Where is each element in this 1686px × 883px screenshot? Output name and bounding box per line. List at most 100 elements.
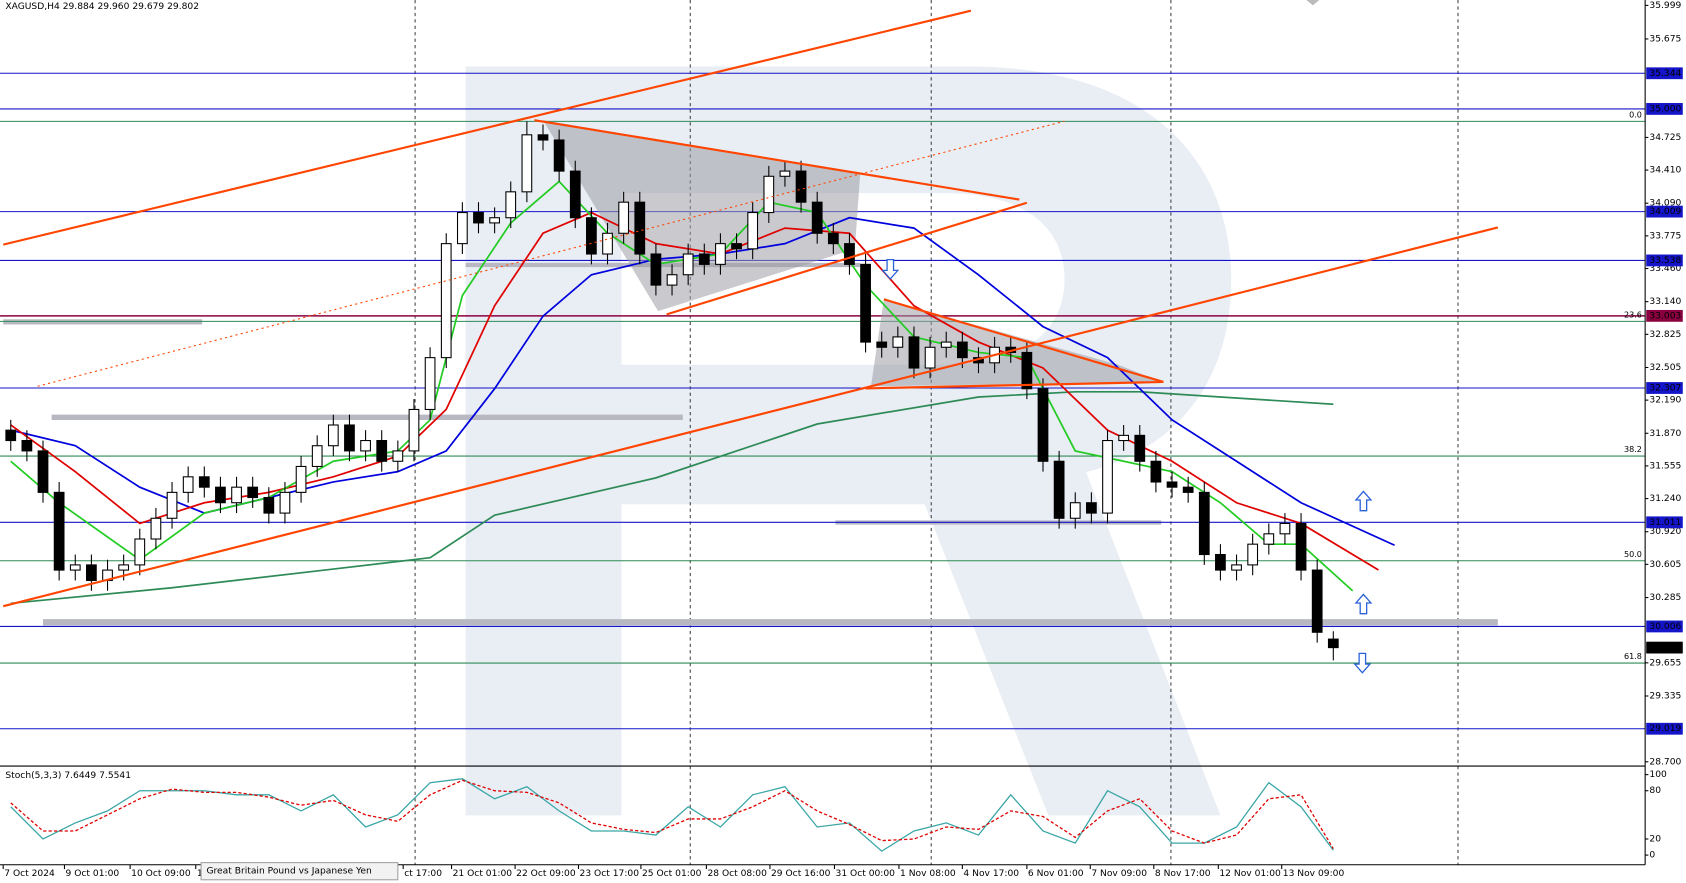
stoch-tick-label: 0 bbox=[1649, 851, 1655, 861]
trend-lines bbox=[2, 9, 1499, 608]
watermark bbox=[465, 66, 1232, 816]
candle-body bbox=[731, 243, 742, 250]
stoch-tick-label: 80 bbox=[1649, 786, 1661, 796]
candle-body bbox=[69, 564, 81, 571]
candle-body bbox=[392, 450, 404, 462]
x-tick-label: 7 Oct 2024 bbox=[4, 869, 55, 879]
candle-body bbox=[1198, 491, 1210, 556]
y-tick-label: 35.999 bbox=[1649, 1, 1681, 11]
level-label-box bbox=[1646, 67, 1683, 80]
candle-body bbox=[279, 491, 291, 514]
level-label: 32.307 bbox=[1649, 384, 1681, 394]
candle-body bbox=[247, 486, 259, 499]
y-tick-label: 35.675 bbox=[1649, 34, 1681, 44]
candle-body bbox=[473, 212, 484, 224]
chart-title: XAGUSD,H4 29.884 29.960 29.679 29.802 bbox=[5, 2, 199, 12]
candle-body bbox=[166, 491, 178, 519]
stoch-title: Stoch(5,3,3) 7.6449 7.5541 bbox=[5, 771, 131, 781]
y-tick-label: 32.825 bbox=[1649, 330, 1681, 340]
triangle-fill bbox=[870, 299, 1162, 387]
candle-body bbox=[779, 170, 791, 177]
y-tick-label: 34.410 bbox=[1649, 166, 1681, 176]
level-label: 29.019 bbox=[1649, 724, 1681, 734]
fib-label: 23.6 bbox=[1624, 310, 1642, 319]
y-tick-label: 29.335 bbox=[1649, 692, 1681, 702]
y-tick-label: 34.725 bbox=[1649, 133, 1681, 143]
x-tick-label: 1 Nov 08:00 bbox=[900, 869, 956, 879]
level-label-box bbox=[1646, 382, 1683, 394]
fib-label: 61.8 bbox=[1624, 652, 1642, 661]
y-tick-label: 32.190 bbox=[1649, 396, 1681, 406]
moving-average bbox=[10, 390, 1334, 605]
candle-body bbox=[263, 497, 275, 514]
x-tick-label: 1 bbox=[197, 869, 203, 879]
stoch-tick-label: 20 bbox=[1649, 835, 1661, 845]
candle-body bbox=[1311, 569, 1323, 633]
y-tick-label: 30.920 bbox=[1649, 527, 1681, 537]
candle-body bbox=[618, 201, 630, 234]
tooltip: Great Britain Pound vs Japanese Yen bbox=[200, 862, 399, 881]
y-tick-label: 29.655 bbox=[1649, 658, 1681, 668]
arrow-up bbox=[1354, 593, 1373, 615]
candle-body bbox=[553, 139, 565, 172]
x-tick-label: 8 Nov 17:00 bbox=[1155, 869, 1211, 879]
tooltip-box bbox=[200, 862, 399, 881]
x-tick-label: 28 Oct 08:00 bbox=[707, 869, 767, 879]
arrow-up bbox=[1354, 490, 1373, 512]
candle-body bbox=[1021, 351, 1033, 390]
candle-body bbox=[53, 491, 65, 571]
triangle-line bbox=[883, 298, 1164, 383]
candle-body bbox=[860, 263, 871, 343]
candle-body bbox=[5, 429, 17, 442]
candle-body bbox=[118, 564, 130, 571]
candle-body bbox=[456, 212, 468, 245]
triangle-fill bbox=[543, 120, 861, 312]
level-label: 33.003 bbox=[1649, 311, 1681, 321]
triangle-line bbox=[666, 201, 1028, 316]
candle-body bbox=[586, 217, 597, 255]
candle-body bbox=[1102, 440, 1113, 514]
triangle-line bbox=[865, 380, 1164, 390]
stoch-line bbox=[10, 778, 1334, 852]
candle-body bbox=[1053, 460, 1065, 519]
channel-line bbox=[2, 226, 1499, 608]
fib-label: 0.0 bbox=[1629, 110, 1642, 119]
level-label-box bbox=[1646, 620, 1683, 633]
candle-body bbox=[876, 341, 888, 348]
candle-body bbox=[827, 232, 839, 245]
x-tick-label: 4 Nov 17:00 bbox=[963, 869, 1019, 879]
candle-body bbox=[1279, 522, 1291, 535]
candle-body bbox=[440, 243, 452, 359]
y-tick-label: 33.140 bbox=[1649, 297, 1681, 307]
marker bbox=[1306, 0, 1320, 6]
fib-label: 38.2 bbox=[1624, 445, 1642, 454]
candle-body bbox=[844, 243, 855, 265]
patterns bbox=[543, 120, 1162, 387]
candle-body bbox=[182, 476, 194, 493]
candle-body bbox=[666, 274, 678, 286]
stoch-tick-label: 100 bbox=[1649, 770, 1667, 780]
candle-body bbox=[940, 341, 952, 348]
candle-body bbox=[650, 253, 662, 286]
arrow-down bbox=[1353, 652, 1372, 674]
level-label-box bbox=[1646, 103, 1683, 115]
candle-body bbox=[489, 217, 500, 224]
candle-body bbox=[634, 201, 646, 255]
x-tick-label: 7 Nov 09:00 bbox=[1091, 869, 1147, 879]
tooltip-text: Great Britain Pound vs Japanese Yen bbox=[206, 867, 371, 877]
candle-body bbox=[1263, 533, 1275, 545]
arrow-down bbox=[881, 258, 900, 280]
candle-body bbox=[1231, 564, 1242, 571]
candle-body bbox=[37, 450, 49, 493]
candle-body bbox=[424, 357, 436, 410]
candle-body bbox=[795, 170, 807, 203]
candle-body bbox=[908, 336, 920, 369]
candle-body bbox=[1086, 502, 1097, 514]
candle-body bbox=[747, 212, 759, 250]
stoch-line bbox=[10, 779, 1334, 849]
candle-body bbox=[763, 175, 775, 214]
x-tick-label: 13 Nov 09:00 bbox=[1283, 869, 1345, 879]
candle-body bbox=[1295, 522, 1307, 571]
